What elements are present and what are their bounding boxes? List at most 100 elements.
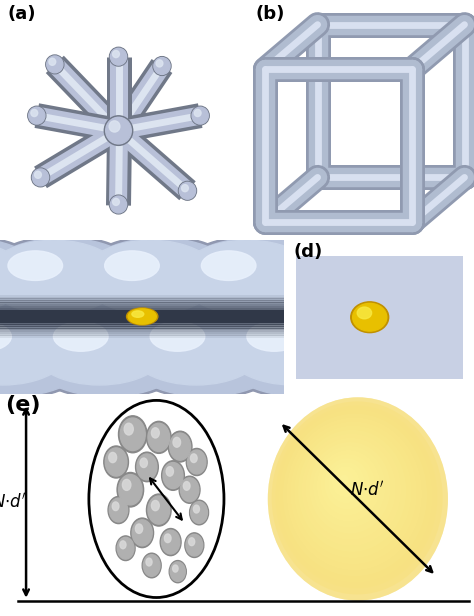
Circle shape <box>122 479 131 490</box>
Circle shape <box>119 307 290 399</box>
Ellipse shape <box>279 410 432 582</box>
Bar <box>0 310 284 323</box>
Ellipse shape <box>340 474 349 485</box>
Circle shape <box>181 478 199 501</box>
Circle shape <box>191 454 197 463</box>
Circle shape <box>191 501 208 524</box>
Circle shape <box>31 110 38 116</box>
Circle shape <box>225 311 361 385</box>
Circle shape <box>154 57 170 75</box>
Text: $N{\cdot}d'$: $N{\cdot}d'$ <box>0 493 27 511</box>
Circle shape <box>104 116 133 145</box>
Circle shape <box>118 416 147 453</box>
Circle shape <box>0 309 92 397</box>
Circle shape <box>28 106 46 125</box>
Circle shape <box>140 458 147 468</box>
Circle shape <box>105 448 127 476</box>
Circle shape <box>117 537 134 559</box>
Bar <box>0 302 284 304</box>
Bar <box>0 325 284 326</box>
Bar <box>0 296 284 299</box>
Circle shape <box>109 195 128 214</box>
Circle shape <box>175 238 337 326</box>
Text: (c): (c) <box>6 243 33 261</box>
Circle shape <box>171 235 341 328</box>
Bar <box>0 323 284 325</box>
Circle shape <box>164 534 171 543</box>
Circle shape <box>216 307 387 399</box>
Circle shape <box>32 169 49 186</box>
Circle shape <box>31 168 49 187</box>
Circle shape <box>112 502 119 511</box>
Circle shape <box>142 553 161 578</box>
Ellipse shape <box>310 442 391 533</box>
Circle shape <box>353 303 387 331</box>
Text: $N{\cdot}d'$: $N{\cdot}d'$ <box>350 480 385 499</box>
Ellipse shape <box>298 430 406 552</box>
Bar <box>0 298 284 301</box>
Circle shape <box>109 121 120 132</box>
Bar <box>0 328 284 330</box>
Bar <box>0 330 284 332</box>
Ellipse shape <box>302 434 401 546</box>
Circle shape <box>136 524 143 533</box>
Ellipse shape <box>325 458 370 509</box>
Text: (a): (a) <box>7 5 36 23</box>
Circle shape <box>267 341 353 387</box>
Ellipse shape <box>313 446 385 527</box>
Circle shape <box>112 51 119 58</box>
Circle shape <box>156 60 163 67</box>
Ellipse shape <box>306 438 396 540</box>
Bar <box>0 326 284 328</box>
Circle shape <box>179 182 197 200</box>
Circle shape <box>183 482 190 490</box>
Circle shape <box>191 106 209 125</box>
Circle shape <box>0 238 144 326</box>
Circle shape <box>166 467 173 476</box>
Circle shape <box>54 322 108 351</box>
Bar <box>0 334 284 336</box>
Circle shape <box>190 500 209 525</box>
Text: (b): (b) <box>256 5 285 23</box>
Circle shape <box>125 270 210 317</box>
Text: (e): (e) <box>5 395 40 415</box>
Circle shape <box>162 530 180 554</box>
Circle shape <box>194 110 201 116</box>
Circle shape <box>49 58 56 65</box>
Circle shape <box>31 311 168 385</box>
Circle shape <box>109 47 128 66</box>
Circle shape <box>0 240 122 314</box>
Ellipse shape <box>328 463 365 503</box>
Ellipse shape <box>294 426 411 558</box>
Circle shape <box>109 121 120 132</box>
Circle shape <box>247 322 301 351</box>
Circle shape <box>173 437 181 447</box>
Circle shape <box>46 55 64 74</box>
Circle shape <box>28 270 114 317</box>
Circle shape <box>106 117 131 144</box>
Circle shape <box>0 238 47 326</box>
Circle shape <box>131 518 154 548</box>
Circle shape <box>74 341 159 387</box>
Bar <box>0 307 284 310</box>
Circle shape <box>179 476 200 503</box>
Circle shape <box>47 56 63 73</box>
Circle shape <box>106 117 131 144</box>
Circle shape <box>128 309 156 324</box>
Ellipse shape <box>89 400 224 598</box>
Circle shape <box>146 558 152 566</box>
Circle shape <box>35 171 41 179</box>
Circle shape <box>160 529 181 556</box>
Ellipse shape <box>321 454 375 515</box>
Circle shape <box>132 520 152 546</box>
Circle shape <box>357 307 372 318</box>
Bar <box>0 294 284 297</box>
Text: $d'$: $d'$ <box>180 484 197 502</box>
Circle shape <box>108 496 129 524</box>
Circle shape <box>182 185 188 192</box>
Ellipse shape <box>268 397 448 601</box>
Ellipse shape <box>291 422 417 564</box>
Circle shape <box>162 461 184 490</box>
Circle shape <box>120 418 145 450</box>
Bar <box>0 304 284 306</box>
